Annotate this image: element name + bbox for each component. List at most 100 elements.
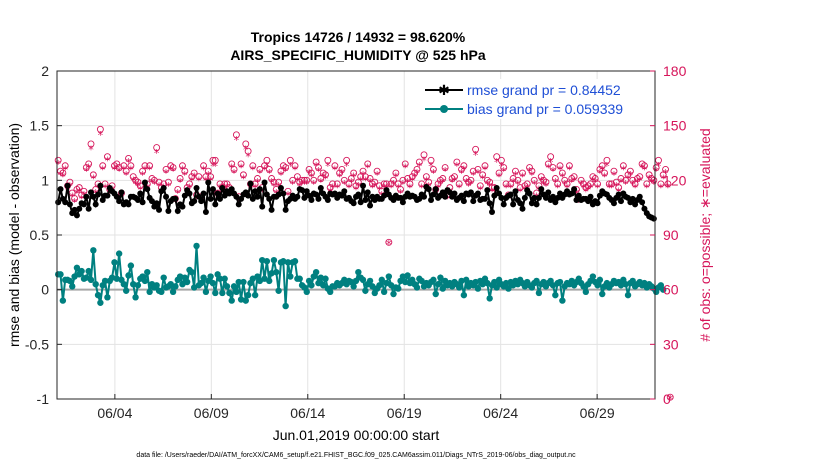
left-tick-label: -0.5 (25, 336, 49, 352)
obs-evaluated-point: * (635, 176, 641, 189)
bias-point (101, 277, 109, 285)
obs-evaluated-point: * (196, 174, 202, 187)
rmse-point (165, 207, 172, 214)
obs-evaluated-point: * (189, 174, 195, 187)
rmse-point (261, 179, 268, 186)
obs-possible-point (265, 165, 273, 173)
obs-evaluated-point: * (128, 163, 134, 176)
obs-possible-point (282, 164, 290, 172)
obs-possible-point (279, 162, 287, 170)
obs-possible-point (547, 153, 555, 161)
bias-point (395, 285, 402, 292)
rmse-point (85, 205, 92, 212)
bias-point (153, 282, 160, 289)
obs-evaluated-point: * (133, 178, 139, 191)
legend-bias-circle-icon (440, 105, 448, 113)
obs-evaluated-point: * (252, 182, 258, 195)
obs-possible-point (509, 175, 517, 182)
obs-possible-point (558, 169, 566, 177)
bias-point (312, 268, 320, 276)
rmse-point (116, 198, 123, 205)
obs-possible-point (169, 164, 177, 172)
obs-possible-point (87, 140, 95, 148)
rmse-point (80, 201, 87, 208)
obs-evaluated-point: * (208, 174, 214, 187)
obs-possible-point (186, 180, 193, 188)
obs-evaluated-point: * (278, 169, 284, 182)
rmse-point (282, 206, 289, 213)
obs-evaluated-point: * (323, 173, 329, 186)
rmse-point (486, 200, 493, 207)
bias-point (275, 287, 282, 294)
obs-evaluated-point: * (414, 167, 420, 180)
obs-evaluated-point: * (400, 178, 406, 191)
bias-point (228, 297, 235, 304)
obs-evaluated-point: * (288, 160, 294, 173)
bias-point (244, 291, 252, 299)
obs-possible-point (469, 167, 477, 175)
bias-point (223, 283, 231, 290)
obs-possible-point (232, 131, 240, 139)
rmse-point (233, 193, 240, 200)
obs-evaluated-point: * (255, 176, 261, 189)
obs-possible-point (188, 173, 196, 181)
rmse-point (256, 186, 263, 193)
rmse-point (594, 200, 601, 207)
obs-possible-point (565, 162, 573, 170)
rmse-point (549, 193, 556, 200)
rmse-point (528, 200, 535, 207)
obs-possible-point (307, 169, 315, 177)
obs-evaluated-point: * (503, 182, 509, 195)
obs-evaluated-point: * (325, 160, 331, 173)
obs-evaluated-point: * (581, 182, 587, 195)
obs-evaluated-point: * (508, 182, 514, 195)
obs-possible-point (296, 178, 304, 186)
obs-evaluated-point: * (140, 169, 146, 182)
obs-possible-point (556, 162, 564, 170)
obs-evaluated-point: * (646, 173, 652, 186)
obs-possible-point (136, 182, 144, 190)
right-tick-label: 150 (663, 118, 687, 134)
bias-point (263, 258, 271, 265)
rmse-point (163, 193, 170, 200)
obs-evaluated-point: * (499, 160, 505, 173)
obs-evaluated-point: * (663, 167, 669, 180)
obs-evaluated-point: * (377, 183, 383, 196)
obs-possible-point (500, 164, 508, 172)
obs-evaluated-point: * (182, 169, 188, 182)
bias-point (193, 242, 200, 250)
bias-point (97, 299, 104, 306)
bias-point (463, 276, 470, 284)
obs-evaluated-point: * (621, 163, 627, 176)
rmse-point (362, 197, 369, 204)
obs-evaluated-point: * (302, 178, 308, 191)
obs-possible-point (59, 169, 67, 177)
obs-evaluated-point: * (166, 180, 172, 193)
obs-evaluated-point: * (604, 160, 610, 173)
bias-point (319, 282, 327, 289)
obs-evaluated-point: * (471, 169, 477, 182)
obs-possible-point (195, 173, 203, 181)
obs-possible-point (82, 164, 90, 172)
obs-possible-point (275, 178, 283, 186)
obs-evaluated-point: * (482, 163, 488, 176)
obs-evaluated-point: * (578, 178, 584, 191)
bias-point (350, 283, 357, 290)
rmse-point (181, 192, 188, 199)
obs-possible-point (441, 164, 449, 172)
rmse-point (245, 192, 252, 199)
rmse-point (268, 206, 275, 213)
obs-possible-point (399, 176, 407, 184)
obs-possible-point (516, 184, 524, 192)
obs-evaluated-point: * (639, 162, 645, 175)
obs-possible-point (563, 180, 571, 188)
left-axis-ticks: 2 1.5 1 0.5 0 -0.5 -1 (25, 63, 62, 407)
obs-evaluated-point: * (595, 182, 601, 195)
obs-evaluated-point: * (651, 178, 657, 191)
bias-point (59, 297, 67, 304)
bias-point (327, 288, 334, 296)
obs-evaluated-point: * (628, 169, 634, 182)
obs-possible-point (584, 182, 592, 190)
obs-possible-point (164, 178, 172, 186)
rmse-point (97, 182, 104, 189)
